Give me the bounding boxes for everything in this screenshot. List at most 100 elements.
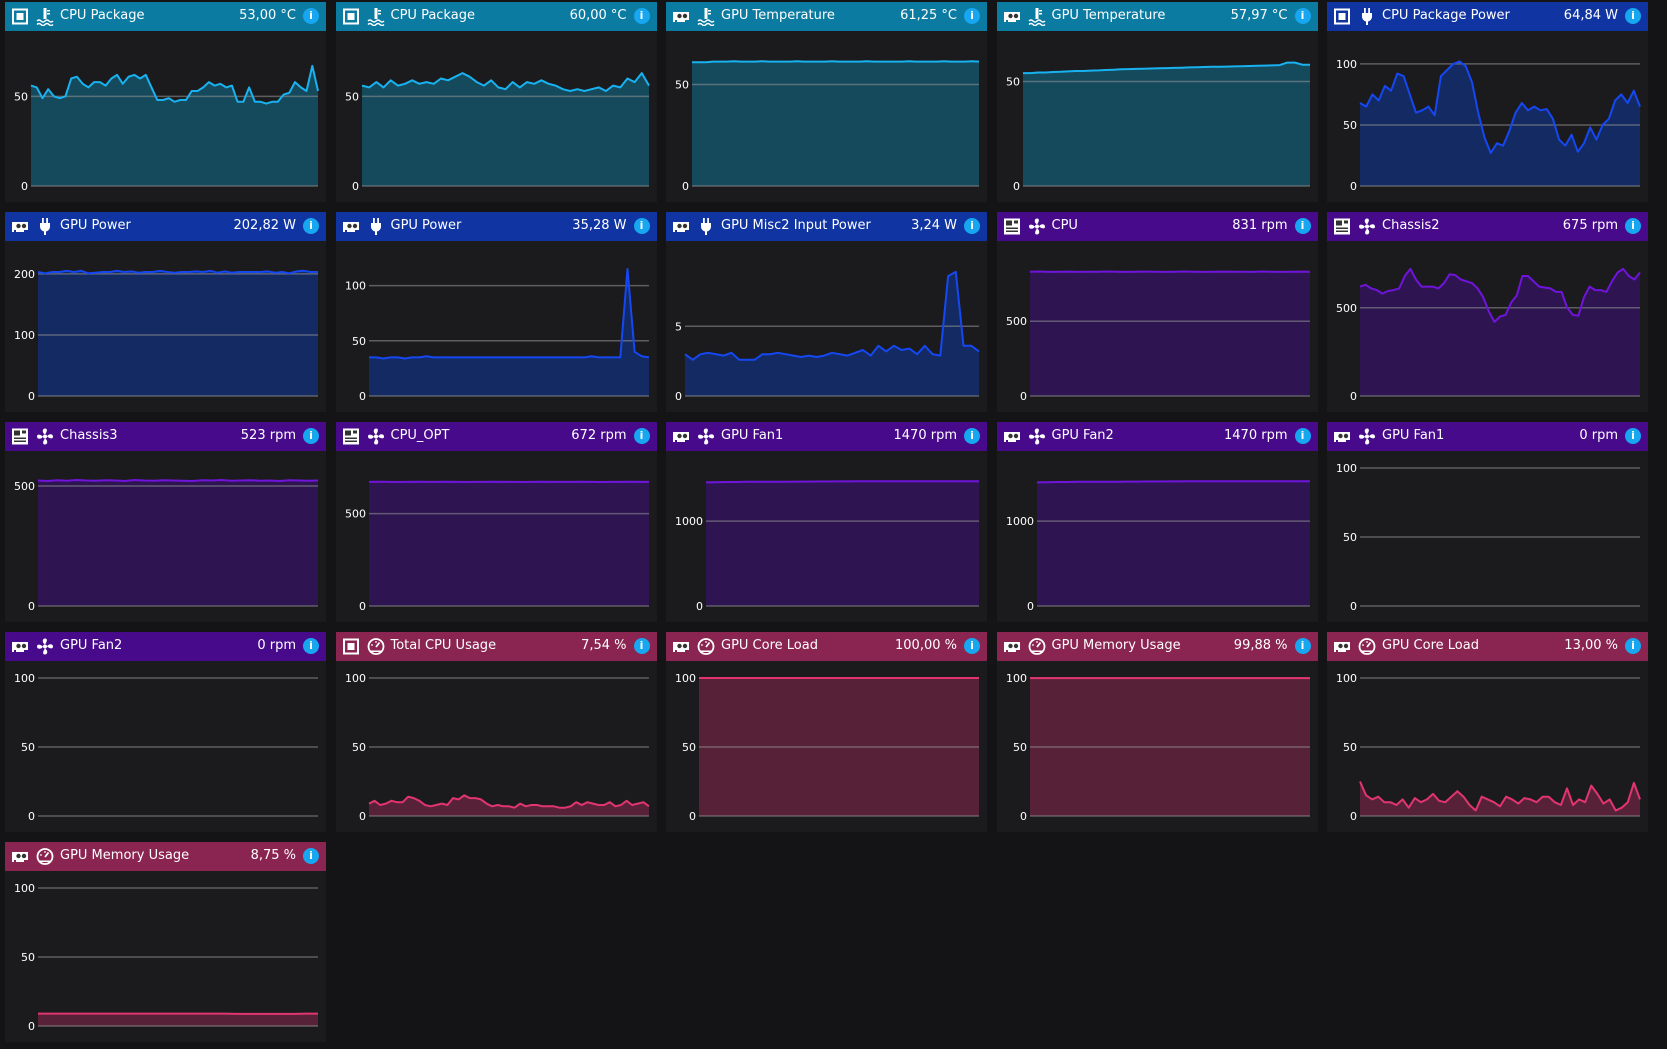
info-icon[interactable]: i — [633, 218, 650, 234]
sensor-chart: 0 50 100 — [1006, 672, 1310, 823]
sensor-chart: 0 50 — [14, 64, 319, 193]
sensor-tile[interactable]: Chassis3 523 rpm i 0 500 — [5, 422, 326, 622]
sensor-chart: 0 50 100 — [14, 672, 318, 823]
sensor-name: GPU Memory Usage — [60, 848, 190, 863]
sensor-tile[interactable]: GPU Power 35,28 W i 0 50 100 — [335, 212, 657, 412]
series-area — [361, 73, 649, 186]
sensor-value: 53,00 °C — [239, 8, 296, 23]
plug-icon — [36, 217, 54, 236]
tile-header: GPU Misc2 Input Power 3,24 W i — [666, 212, 987, 241]
tile-header: GPU Temperature 57,97 °C i — [996, 2, 1318, 31]
sensor-tile[interactable]: GPU Memory Usage 99,88 % i 0 50 100 — [996, 632, 1318, 832]
sensor-chart: 0 500 — [1336, 267, 1641, 403]
tick-label: 0 — [1350, 180, 1357, 193]
series-area — [692, 61, 979, 187]
tick-label: 0 — [682, 180, 689, 193]
sensor-name: CPU_OPT — [390, 428, 450, 443]
sensor-tile[interactable]: CPU Package 60,00 °C i 0 50 — [335, 2, 657, 202]
sensor-tile[interactable]: GPU Fan2 1470 rpm i 0 1000 — [996, 422, 1318, 622]
info-icon[interactable]: i — [303, 638, 319, 654]
info-icon[interactable]: i — [1294, 638, 1311, 654]
series-line — [37, 269, 318, 275]
sensor-tile[interactable]: GPU Fan2 0 rpm i 0 50 100 — [5, 632, 326, 832]
sensor-value: 672 rpm — [571, 428, 627, 443]
series-line — [361, 72, 650, 92]
info-icon[interactable]: i — [633, 638, 650, 654]
info-icon[interactable]: i — [1294, 218, 1311, 234]
tile-header: GPU Power 35,28 W i — [335, 212, 657, 241]
info-icon[interactable]: i — [303, 848, 319, 864]
tick-label: 100 — [345, 280, 366, 293]
info-icon[interactable]: i — [964, 428, 980, 444]
series-line — [692, 60, 980, 64]
sensor-tile[interactable]: GPU Core Load 100,00 % i 0 50 100 — [666, 632, 987, 832]
info-icon[interactable]: i — [1294, 428, 1311, 444]
tick-label: 0 — [675, 390, 682, 403]
motherboard-icon — [342, 428, 360, 445]
sensor-chart: 0 50 100 — [675, 672, 979, 823]
sensor-tile[interactable]: CPU 831 rpm i 0 500 — [996, 212, 1318, 412]
sensor-tile[interactable]: CPU Package Power 64,84 W i 0 50 100 — [1327, 2, 1648, 202]
gpu-icon — [1333, 428, 1351, 445]
info-icon[interactable]: i — [1294, 8, 1311, 24]
info-icon[interactable]: i — [1625, 218, 1641, 234]
sensor-value: 1470 rpm — [893, 428, 957, 443]
info-icon[interactable]: i — [1625, 8, 1641, 24]
sensor-tile[interactable]: GPU Temperature 57,97 °C i 0 50 — [996, 2, 1318, 202]
sensor-name: GPU Fan1 — [721, 428, 784, 443]
fan-icon — [36, 637, 54, 656]
gpu-icon — [672, 8, 690, 25]
sensor-tile[interactable]: Chassis2 675 rpm i 0 500 — [1327, 212, 1648, 412]
cpu-icon — [11, 8, 29, 25]
info-icon[interactable]: i — [303, 218, 319, 234]
tick-label: 50 — [352, 741, 366, 754]
fan-icon — [1028, 217, 1046, 236]
sensor-value: 64,84 W — [1563, 8, 1618, 23]
tick-label: 50 — [1343, 741, 1357, 754]
tick-label: 0 — [1350, 390, 1357, 403]
info-icon[interactable]: i — [303, 8, 319, 24]
sensor-tile[interactable]: Total CPU Usage 7,54 % i 0 50 100 — [335, 632, 657, 832]
gauge-icon — [697, 637, 715, 656]
tile-header: GPU Fan2 1470 rpm i — [996, 422, 1318, 451]
sensor-tile[interactable]: GPU Fan1 1470 rpm i 0 1000 — [666, 422, 987, 622]
info-icon[interactable]: i — [964, 8, 980, 24]
info-icon[interactable]: i — [633, 428, 650, 444]
sensor-value: 57,97 °C — [1230, 8, 1288, 23]
tick-label: 50 — [21, 951, 35, 964]
info-icon[interactable]: i — [1625, 428, 1641, 444]
sensor-tile[interactable]: GPU Fan1 0 rpm i 0 50 100 — [1327, 422, 1648, 622]
sensor-chart: 0 50 — [1006, 61, 1310, 193]
series-area — [38, 1013, 318, 1026]
series-line — [30, 64, 319, 105]
sensor-tile[interactable]: GPU Temperature 61,25 °C i 0 50 — [666, 2, 987, 202]
cpu-icon — [342, 638, 360, 655]
info-icon[interactable]: i — [303, 428, 319, 444]
sensor-tile[interactable]: GPU Power 202,82 W i 0 100 200 — [5, 212, 326, 412]
info-icon[interactable]: i — [1625, 638, 1641, 654]
info-icon[interactable]: i — [964, 218, 980, 234]
sensor-name: CPU Package Power — [1382, 8, 1510, 23]
series-area — [368, 481, 649, 606]
cpu-icon — [1333, 8, 1351, 25]
gpu-icon — [11, 638, 29, 655]
sensor-tile[interactable]: CPU_OPT 672 rpm i 0 500 — [335, 422, 657, 622]
sensor-value: 3,24 W — [911, 218, 957, 233]
tick-label: 100 — [345, 672, 366, 685]
info-icon[interactable]: i — [964, 638, 980, 654]
sensor-chart: 0 50 100 — [345, 672, 650, 823]
gauge-icon — [367, 637, 385, 656]
tick-label: 100 — [1006, 672, 1027, 685]
sensor-name: Chassis3 — [60, 428, 118, 443]
sensor-chart: 0 50 100 — [14, 882, 318, 1033]
plug-icon — [367, 217, 385, 236]
info-icon[interactable]: i — [633, 8, 650, 24]
series-line — [368, 794, 650, 809]
sensor-tile[interactable]: GPU Core Load 13,00 % i 0 50 100 — [1327, 632, 1648, 832]
tick-label: 0 — [28, 810, 35, 823]
tick-label: 0 — [1020, 810, 1027, 823]
motherboard-icon — [11, 428, 29, 445]
sensor-tile[interactable]: GPU Memory Usage 8,75 % i 0 50 100 — [5, 842, 326, 1042]
sensor-tile[interactable]: CPU Package 53,00 °C i 0 50 — [5, 2, 326, 202]
